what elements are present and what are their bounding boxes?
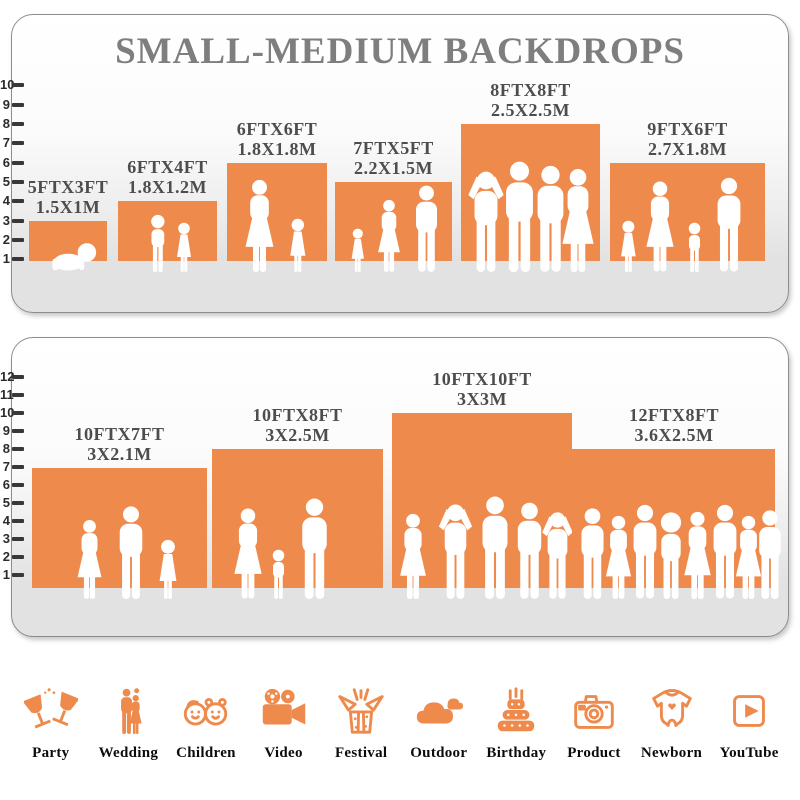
ruler-tick: 11 — [0, 388, 26, 402]
ruler-tick: 3 — [0, 214, 26, 228]
silhouette-family-of-four — [621, 177, 741, 272]
backdrop-10x7 — [32, 468, 207, 588]
silhouette-group-of-eight — [581, 504, 781, 599]
category-label: Festival — [334, 745, 388, 761]
page-title: SMALL-MEDIUM BACKDROPS — [115, 31, 685, 72]
category-label: Wedding — [98, 745, 159, 761]
backdrop-size-label: 5FTX3FT 1.5X1M — [27, 177, 109, 217]
category-label: Video — [264, 745, 303, 761]
backdrop-6x6 — [227, 163, 327, 261]
ruler-tick: 12 — [0, 370, 26, 384]
backdrop-size-label: 6FTX4FT 1.8X1.2M — [127, 157, 208, 197]
backdrop-size-label: 8FTX8FT 2.5X2.5M — [490, 80, 571, 120]
ruler-tick: 10 — [0, 78, 26, 92]
ruler-tick: 3 — [0, 532, 26, 546]
silhouette-five-adults — [400, 496, 573, 599]
category-video: Video — [245, 660, 323, 762]
baby-onesie-icon — [651, 689, 692, 727]
category-party: Party — [12, 660, 90, 762]
ruler-tick: 10 — [0, 406, 26, 420]
ruler-tick: 4 — [0, 514, 26, 528]
ruler-tick: 9 — [0, 98, 26, 112]
ruler-tick: 2 — [0, 550, 26, 564]
backdrop-size-label: 12FTX8FT 3.6X2.5M — [628, 405, 719, 445]
category-festival: Festival — [322, 660, 400, 762]
category-label: YouTube — [719, 745, 779, 761]
ruler-tick: 7 — [0, 460, 26, 474]
ruler-tick: 5 — [0, 496, 26, 510]
video-camera-icon — [262, 688, 305, 725]
category-row: Party Wedding Children — [12, 660, 788, 762]
category-label: Party — [32, 745, 70, 761]
backdrop-size-label: 10FTX7FT 3X2.1M — [74, 424, 165, 464]
ruler-tick: 7 — [0, 136, 26, 150]
backdrop-size-label: 10FTX8FT 3X2.5M — [252, 405, 343, 445]
ruler-tick: 1 — [0, 252, 26, 266]
ruler-tick: 1 — [0, 568, 26, 582]
party-glasses-icon — [23, 688, 78, 729]
backdrop-size-label: 7FTX5FT 2.2X1.5M — [353, 138, 434, 178]
ruler-tick: 6 — [0, 478, 26, 492]
ruler-tick: 8 — [0, 442, 26, 456]
gift-box-icon — [338, 688, 384, 734]
clouds-icon — [416, 698, 463, 724]
category-label: Product — [567, 745, 621, 761]
ruler-tick: 8 — [0, 117, 26, 131]
silhouette-woman-toddler-man — [234, 498, 327, 599]
ruler-tick: 5 — [0, 175, 26, 189]
category-product: Product — [555, 660, 633, 762]
category-birthday: Birthday — [478, 660, 556, 762]
category-outdoor: Outdoor — [400, 660, 478, 762]
ruler-tick: 2 — [0, 233, 26, 247]
category-label: Children — [176, 745, 236, 761]
backdrop-size-label: 10FTX10FT 3X3M — [432, 369, 532, 409]
silhouette-boy-and-girl — [151, 214, 191, 272]
wedding-couple-icon — [121, 688, 143, 735]
category-label: Newborn — [640, 745, 703, 761]
birthday-cake-icon — [498, 687, 535, 732]
category-wedding: Wedding — [90, 660, 168, 762]
category-label: Birthday — [486, 745, 547, 761]
photo-camera-icon — [574, 695, 614, 729]
children-faces-icon — [183, 697, 228, 726]
category-label: Outdoor — [410, 745, 468, 761]
silhouette-woman-man-girl — [77, 506, 177, 599]
play-button-icon — [733, 695, 766, 727]
ruler-tick: 4 — [0, 194, 26, 208]
category-children: Children — [167, 660, 245, 762]
backdrop-size-label: 6FTX6FT 1.8X1.8M — [236, 119, 318, 159]
silhouette-four-adults — [468, 161, 594, 272]
silhouette-crawling-baby — [52, 243, 97, 271]
ruler-tick: 6 — [0, 156, 26, 170]
backdrop-size-label: 9FTX6FT 2.7X1.8M — [647, 119, 728, 159]
silhouette-child-woman-man — [351, 185, 437, 272]
backdrop-6x4 — [118, 201, 217, 261]
ruler-tick: 9 — [0, 424, 26, 438]
category-youtube: YouTube — [710, 660, 788, 762]
category-newborn: Newborn — [633, 660, 711, 762]
